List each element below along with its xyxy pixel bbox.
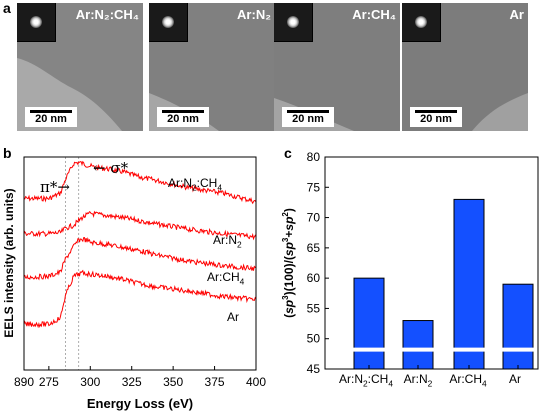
bar-plot-frame — [324, 156, 539, 370]
axis-break — [319, 347, 538, 352]
tem-label: Ar:CH₄ — [352, 7, 396, 22]
bar-3 — [502, 283, 534, 370]
tem-image-ar-n2-ch4: Ar:N₂:CH₄ 20 nm — [17, 3, 143, 131]
bar-ytick-label: 60 — [307, 271, 321, 285]
bar-1 — [402, 320, 434, 370]
eels-xlabel: Energy Loss (eV) — [87, 396, 193, 411]
series-label-ar-n2-ch4: Ar:N2:CH4 — [168, 176, 223, 193]
diffraction-ring-icon — [30, 16, 42, 28]
tem-image-ar-n2: Ar:N₂ 20 nm — [149, 3, 275, 131]
scale-bar: 20 nm — [157, 107, 209, 127]
diffraction-ring-icon — [415, 16, 427, 28]
eels-xtick-label: 275 — [39, 375, 59, 389]
eels-series-0 — [23, 160, 257, 205]
panel-b-letter: b — [3, 145, 12, 161]
scale-bar-text: 20 nm — [420, 113, 452, 125]
bar-ytick-label: 80 — [307, 150, 321, 164]
sigma-arrow-icon: ← — [93, 159, 110, 177]
tem-label: Ar:N₂:CH₄ — [75, 7, 139, 22]
bar-ytick-label: 65 — [307, 241, 321, 255]
bar-category-ar-n2: Ar:N2 — [403, 372, 433, 389]
panel-a-letter: a — [3, 0, 11, 16]
eels-series-2 — [23, 237, 257, 281]
pi-star-label: π*→ — [40, 178, 70, 196]
series-label-ar-n2: Ar:N2 — [213, 233, 242, 250]
fft-inset — [149, 3, 188, 42]
scale-bar-line — [415, 110, 457, 113]
eels-xtick-label: 350 — [163, 375, 183, 389]
eels-chart: 890 275 300 325 350 375 400 Energy Loss (eV) E… — [2, 156, 266, 411]
eels-xtick-label: 325 — [122, 375, 142, 389]
scale-bar: 20 nm — [410, 107, 462, 127]
bar-ytick-label: 50 — [307, 332, 321, 346]
bar-ytick-label: 75 — [307, 180, 321, 194]
panel-c-letter: c — [284, 145, 292, 161]
tem-label: Ar:N₂ — [237, 7, 271, 22]
eels-xtick-label: 375 — [205, 375, 225, 389]
bar-ytick-label: 55 — [307, 301, 321, 315]
series-label-ar-ch4: Ar:CH4 — [207, 270, 245, 287]
sigma-star-text: σ* — [110, 159, 128, 177]
bar-ytick-label: 70 — [307, 211, 321, 225]
scale-bar-line — [162, 110, 204, 113]
bar-category-ar-n2-ch4: Ar:N2:CH4 — [338, 372, 393, 389]
fft-inset — [17, 3, 56, 42]
scale-bar-line — [30, 110, 72, 113]
eels-ylabel: EELS intensity (arb. units) — [2, 188, 16, 337]
fft-inset — [402, 3, 441, 42]
tem-label: Ar — [509, 7, 524, 22]
bar-ytick-label: 45 — [307, 362, 321, 376]
pi-arrow-icon: → — [57, 178, 70, 196]
diffraction-ring-icon — [162, 16, 174, 28]
tem-image-ar-ch4: Ar:CH₄ 20 nm — [274, 3, 400, 131]
fft-inset — [274, 3, 313, 42]
diffraction-ring-icon — [287, 16, 299, 28]
scale-bar-text: 20 nm — [35, 113, 67, 125]
sigma-star-label: ← σ* — [93, 159, 129, 177]
scale-bar: 20 nm — [25, 107, 77, 127]
tem-image-ar: Ar 20 nm — [402, 3, 528, 131]
bar-0 — [353, 277, 385, 370]
bar-category-ar: Ar — [509, 372, 521, 386]
scale-bar-text: 20 nm — [292, 113, 324, 125]
scale-bar-text: 20 nm — [167, 113, 199, 125]
bar-category-ar-ch4: Ar:CH4 — [449, 372, 487, 389]
eels-xtick-label: 890 — [14, 375, 34, 389]
eels-plot-frame — [23, 156, 257, 371]
eels-series-3 — [23, 269, 257, 329]
bar-ylabel: (sp3)(100)/(sp3+sp2) — [281, 208, 296, 318]
eels-xtick-label: 300 — [80, 375, 100, 389]
bar-2 — [453, 198, 485, 370]
pi-star-text: π* — [40, 178, 58, 196]
scale-bar: 20 nm — [282, 107, 334, 127]
scale-bar-line — [287, 110, 329, 113]
eels-xtick-label: 400 — [246, 375, 266, 389]
series-label-ar: Ar — [227, 310, 239, 324]
eels-series-1 — [23, 210, 257, 241]
sp3-bar-chart: 45 50 55 60 65 70 75 80 (sp3)(100)/(sp3+sp2) — [281, 150, 539, 376]
